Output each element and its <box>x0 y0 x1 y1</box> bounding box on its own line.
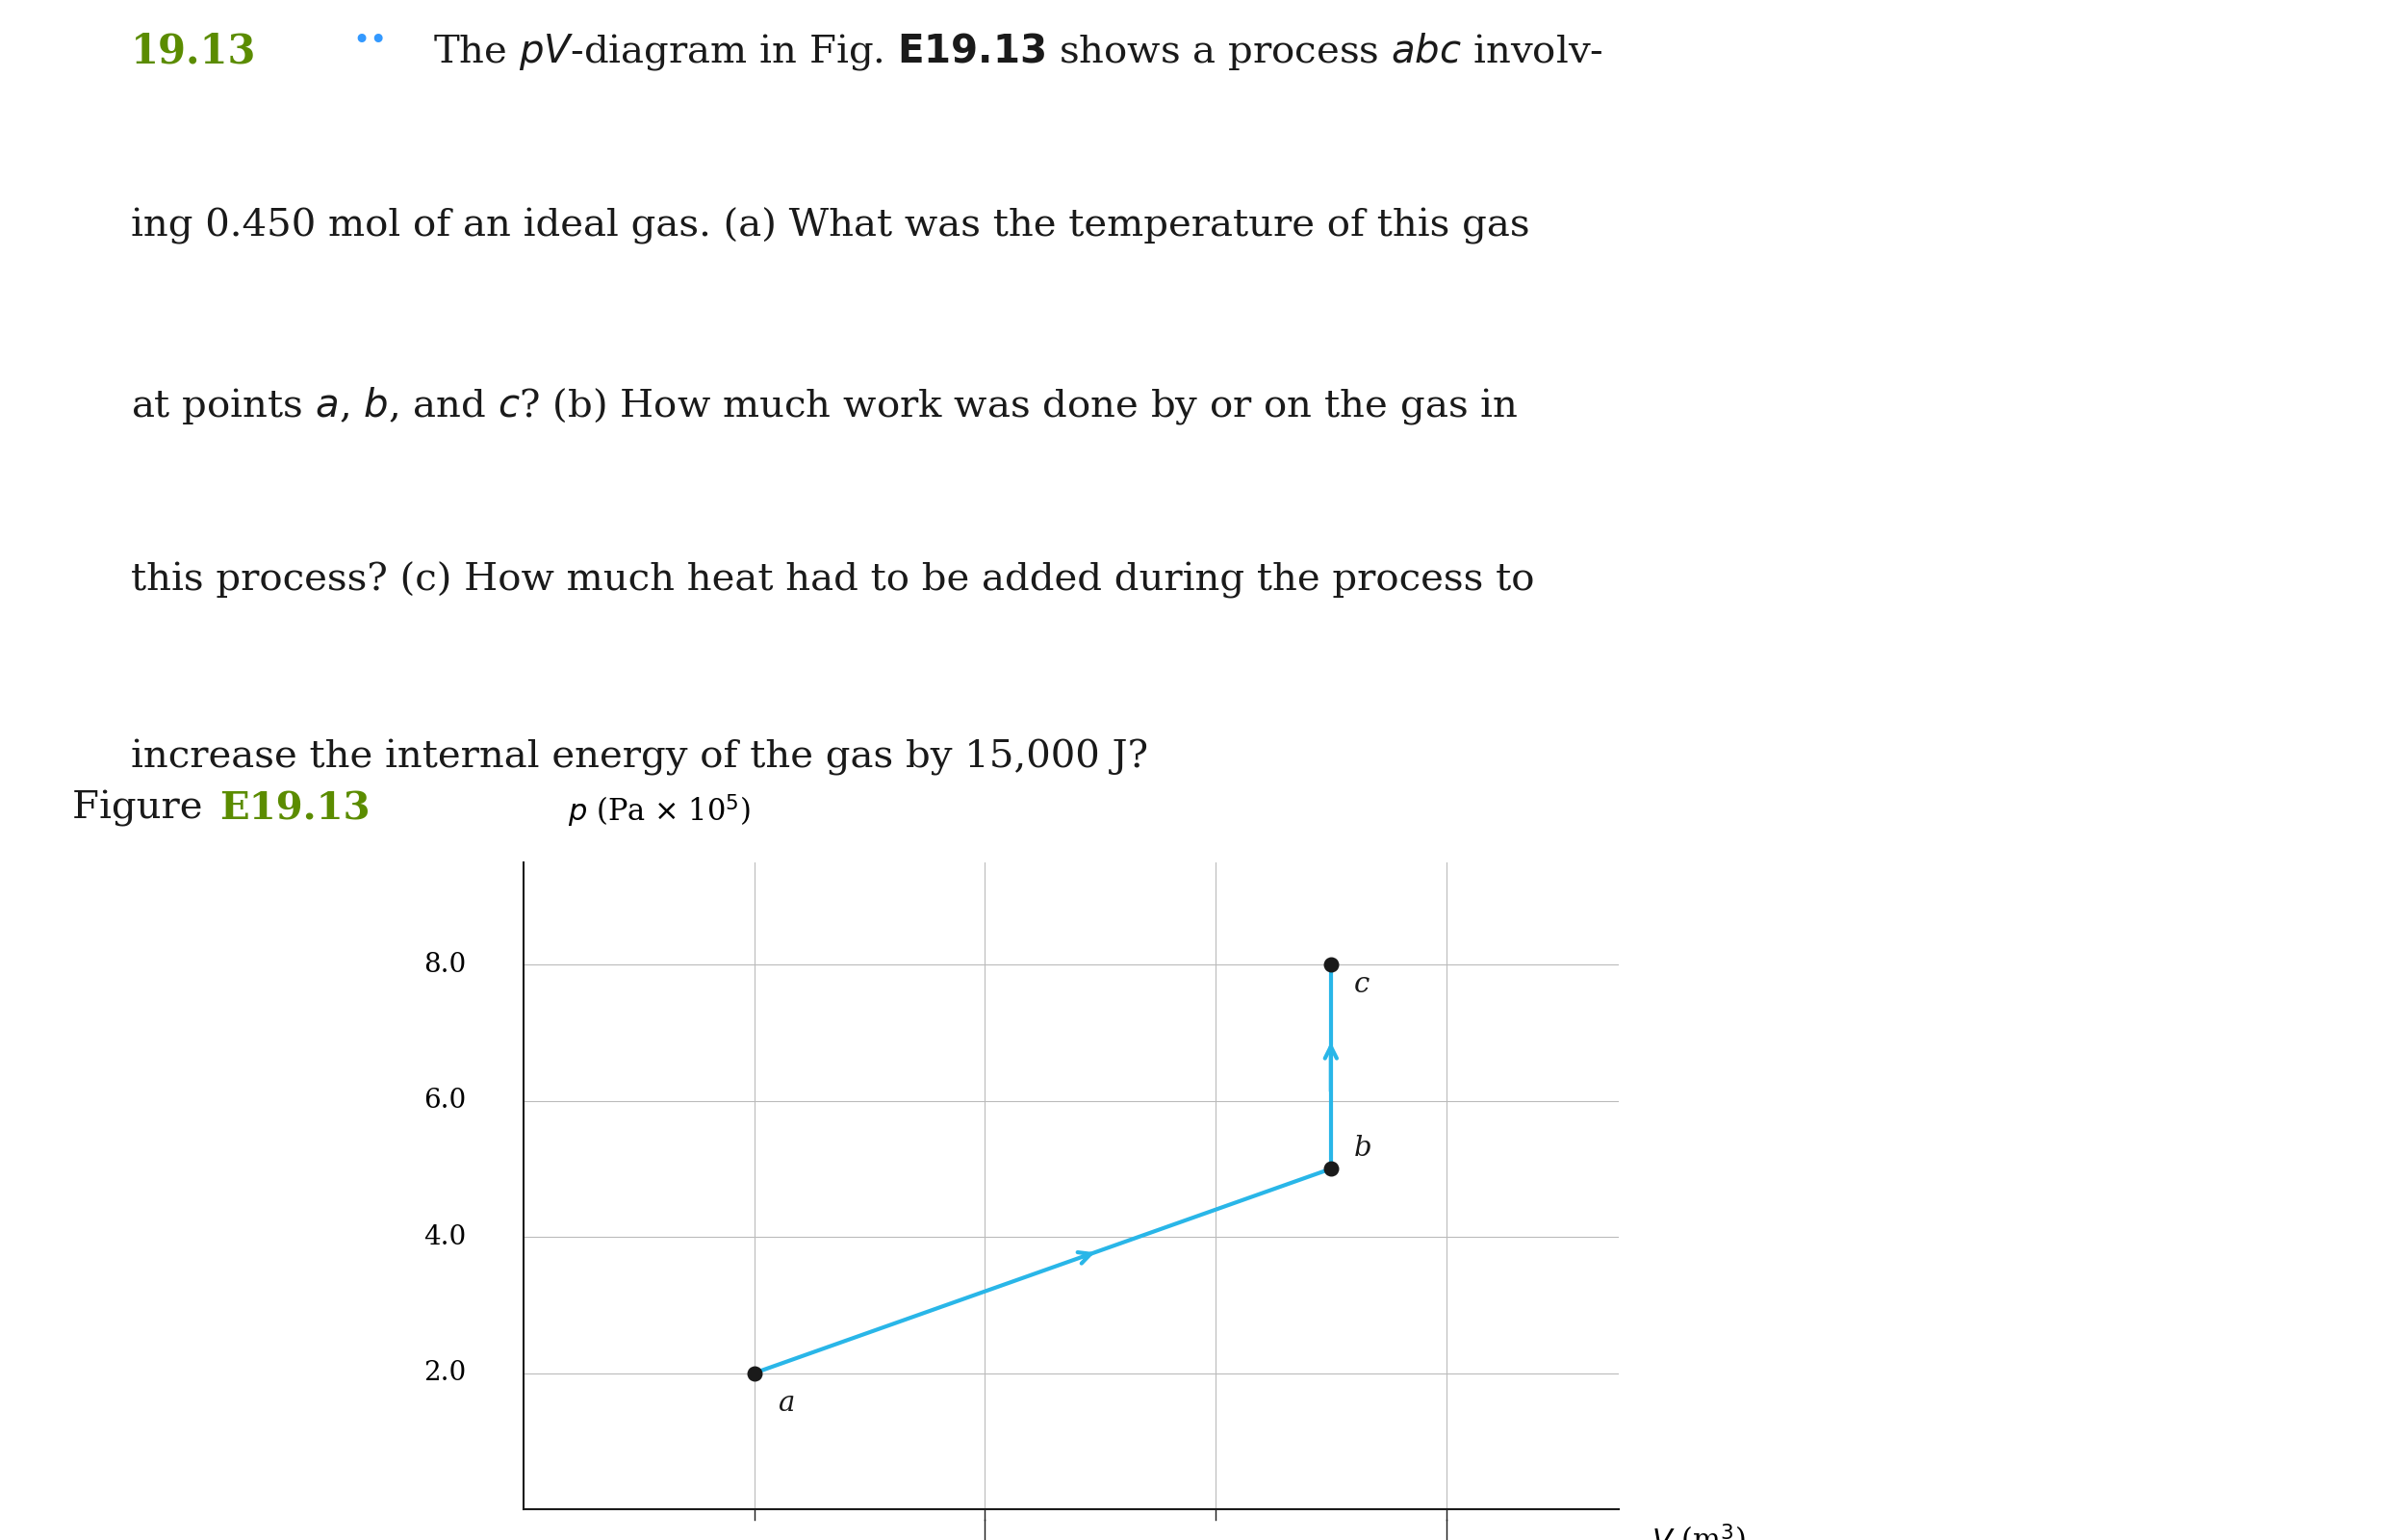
Point <box>1312 952 1350 976</box>
Text: increase the internal energy of the gas by 15,000 J?: increase the internal energy of the gas … <box>131 739 1148 776</box>
Text: b: b <box>1355 1135 1371 1163</box>
Text: c: c <box>1355 972 1369 998</box>
Text: 6.0: 6.0 <box>424 1087 467 1113</box>
Text: 19.13: 19.13 <box>131 31 257 71</box>
Text: E19.13: E19.13 <box>219 790 371 827</box>
Text: Figure: Figure <box>71 790 214 827</box>
Text: ing 0.450 mol of an ideal gas. (a) What was the temperature of this gas: ing 0.450 mol of an ideal gas. (a) What … <box>131 208 1531 245</box>
Text: $V$ (m$^3$): $V$ (m$^3$) <box>1652 1522 1745 1540</box>
Text: 2.0: 2.0 <box>424 1360 467 1386</box>
Text: $p$ (Pa $\times$ 10$^5$): $p$ (Pa $\times$ 10$^5$) <box>567 793 750 830</box>
Text: at points $a$, $b$, and $c$? (b) How much work was done by or on the gas in: at points $a$, $b$, and $c$? (b) How muc… <box>131 385 1519 427</box>
Text: ••: •• <box>352 26 388 55</box>
Text: The $pV$-diagram in Fig. $\mathbf{E19.13}$ shows a process $abc$ involv-: The $pV$-diagram in Fig. $\mathbf{E19.13… <box>433 31 1602 72</box>
Text: this process? (c) How much heat had to be added during the process to: this process? (c) How much heat had to b… <box>131 562 1536 599</box>
Point <box>736 1361 774 1386</box>
Text: a: a <box>779 1391 795 1417</box>
Text: 4.0: 4.0 <box>424 1224 467 1250</box>
Point <box>1312 1157 1350 1181</box>
Text: 8.0: 8.0 <box>424 952 467 978</box>
